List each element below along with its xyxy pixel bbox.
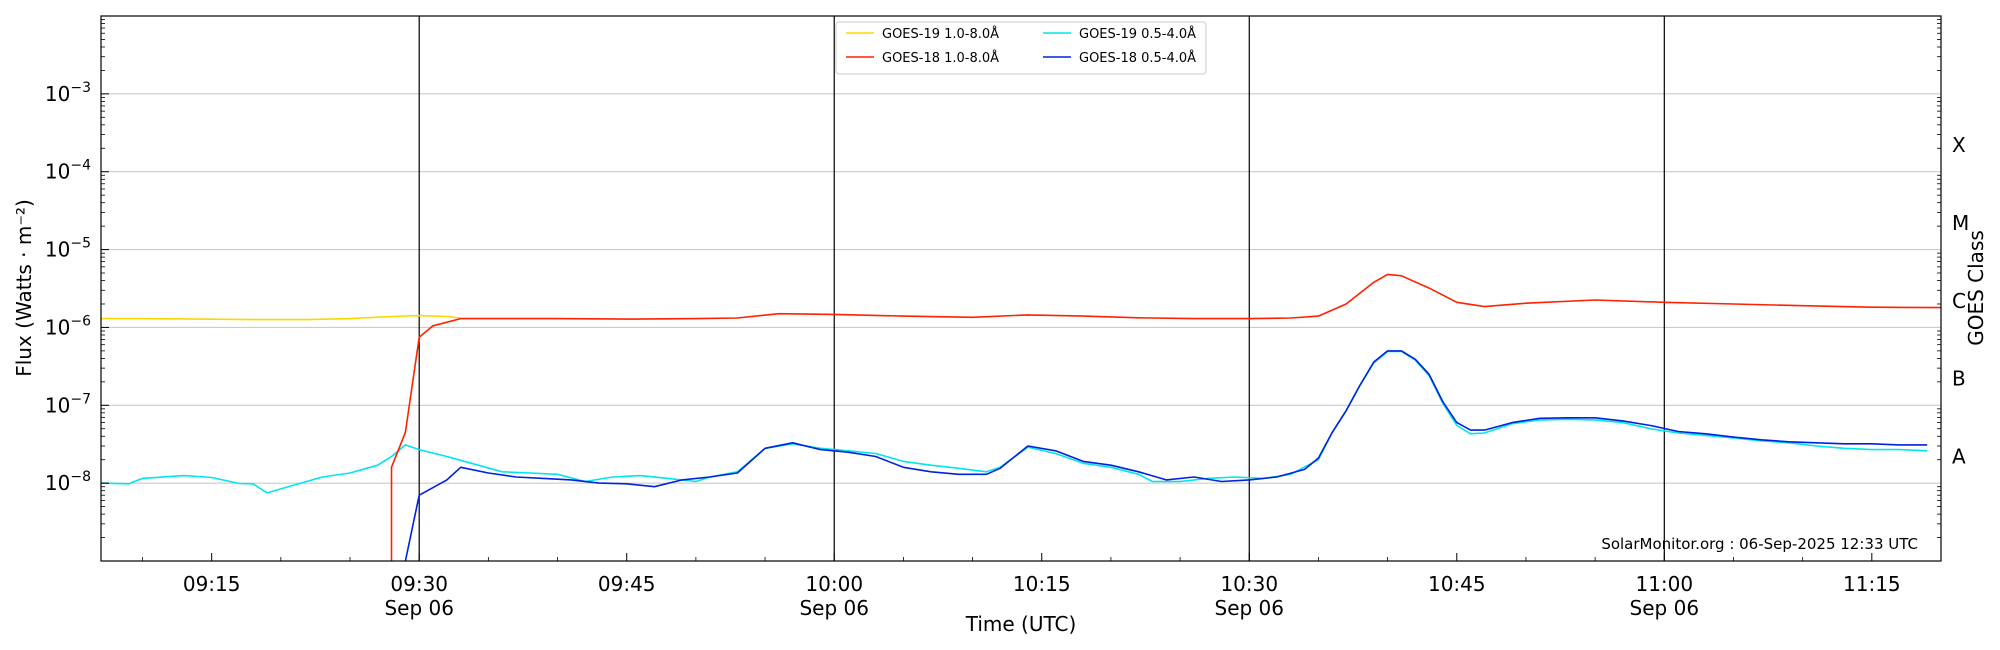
series-line	[404, 350, 1928, 562]
x-tick-label: 09:45	[598, 572, 656, 596]
legend-label: GOES-19 0.5-4.0Å	[1079, 26, 1196, 42]
x-tick-label: 09:30	[390, 572, 448, 596]
credit-text: SolarMonitor.org : 06-Sep-2025 12:33 UTC	[1601, 535, 1918, 553]
x-tick-date-label: Sep 06	[384, 596, 454, 620]
goes-class-label: X	[1952, 133, 1966, 157]
x-tick-label: 09:15	[183, 572, 241, 596]
y-tick-label: 10−5	[45, 236, 91, 262]
x-tick-label: 10:45	[1428, 572, 1486, 596]
x-tick-label: 11:00	[1635, 572, 1693, 596]
x-tick-date-label: Sep 06	[1215, 596, 1285, 620]
legend: GOES-19 1.0-8.0Å GOES-18 1.0-8.0Å GOES-19 …	[835, 21, 1207, 75]
time-markers	[418, 16, 1665, 561]
series-line	[101, 314, 461, 321]
legend-label: GOES-18 0.5-4.0Å	[1079, 50, 1196, 66]
legend-box	[835, 21, 1207, 75]
goes-class-label: M	[1952, 211, 1969, 235]
goes-class-label: A	[1952, 444, 1966, 468]
y-axis: 10−8 10−7 10−6 10−5 10−4 10−3	[45, 19, 1941, 538]
y-tick-label: 10−4	[45, 158, 91, 184]
legend-label: GOES-19 1.0-8.0Å	[882, 26, 999, 42]
x-tick-date-label: Sep 06	[799, 596, 869, 620]
gridlines	[101, 93, 1941, 484]
y-tick-label: 10−3	[45, 80, 91, 106]
goes-class-label: C	[1952, 289, 1966, 313]
x-axis-label: Time (UTC)	[965, 612, 1077, 636]
y-tick-label: 10−8	[45, 469, 91, 495]
x-tick-date-label: Sep 06	[1630, 596, 1700, 620]
plot-frame	[100, 15, 1942, 562]
goes-class-axis-label: GOES Class	[1964, 230, 1988, 346]
y-tick-label: 10−7	[45, 391, 91, 417]
x-tick-label: 10:30	[1220, 572, 1278, 596]
series-line	[100, 350, 1928, 494]
goes-class-label: B	[1952, 367, 1966, 391]
series-line	[390, 273, 1942, 561]
x-tick-label: 10:15	[1013, 572, 1071, 596]
legend-label: GOES-18 1.0-8.0Å	[882, 50, 999, 66]
y-axis-label: Flux (Watts · m⁻²)	[12, 199, 36, 377]
goes-class-axis: A B C M X	[1952, 133, 1969, 468]
series-lines	[100, 273, 1942, 562]
x-tick-label: 10:00	[805, 572, 863, 596]
y-tick-label: 10−6	[45, 313, 91, 339]
x-tick-label: 11:15	[1843, 572, 1901, 596]
